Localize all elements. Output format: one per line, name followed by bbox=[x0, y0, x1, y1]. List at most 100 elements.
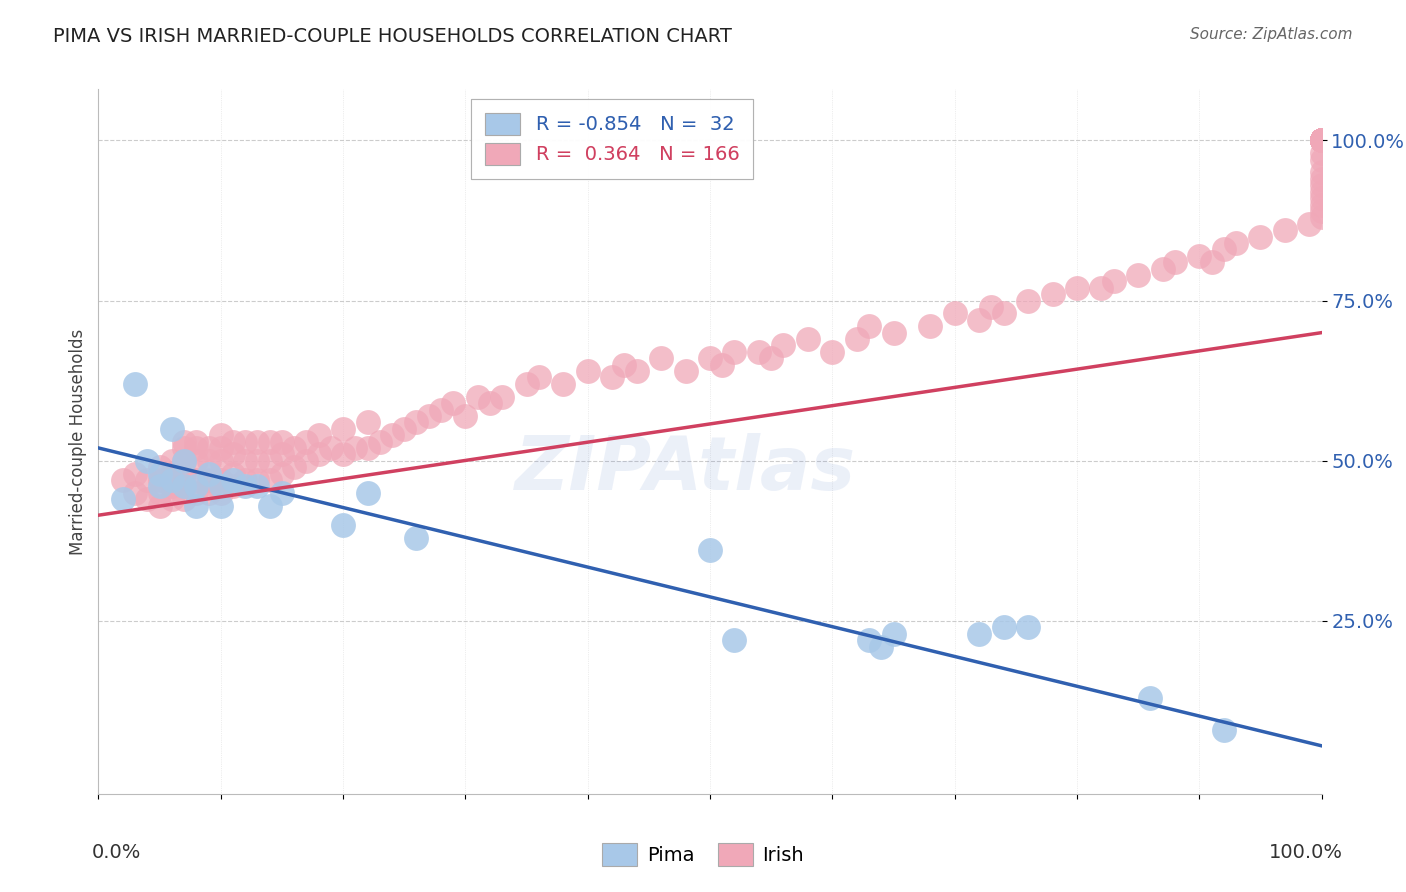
Point bbox=[1310, 133, 1333, 147]
Point bbox=[1310, 133, 1333, 147]
Point bbox=[1310, 133, 1333, 147]
Point bbox=[454, 409, 477, 423]
Point bbox=[943, 306, 966, 320]
Point bbox=[1310, 133, 1333, 147]
Point bbox=[441, 396, 464, 410]
Point bbox=[1310, 133, 1333, 147]
Point bbox=[149, 499, 172, 513]
Point bbox=[233, 479, 256, 493]
Point bbox=[576, 364, 599, 378]
Point bbox=[699, 543, 721, 558]
Point bbox=[1310, 133, 1333, 147]
Point bbox=[1017, 293, 1039, 308]
Point bbox=[136, 473, 159, 487]
Point bbox=[160, 473, 183, 487]
Point bbox=[246, 479, 269, 493]
Point bbox=[149, 479, 172, 493]
Point bbox=[186, 473, 208, 487]
Point bbox=[186, 434, 208, 449]
Point bbox=[1201, 255, 1223, 269]
Point bbox=[797, 332, 820, 346]
Point bbox=[295, 454, 318, 468]
Text: 100.0%: 100.0% bbox=[1268, 843, 1343, 862]
Point bbox=[1310, 133, 1333, 147]
Point bbox=[197, 441, 219, 455]
Point bbox=[283, 460, 305, 475]
Point bbox=[186, 454, 208, 468]
Point bbox=[858, 319, 880, 334]
Point bbox=[723, 344, 745, 359]
Point bbox=[209, 485, 232, 500]
Point bbox=[1212, 243, 1234, 257]
Point bbox=[870, 640, 893, 654]
Point bbox=[1310, 133, 1333, 147]
Point bbox=[858, 633, 880, 648]
Point bbox=[1310, 133, 1333, 147]
Legend: R = -0.854   N =  32, R =  0.364   N = 166: R = -0.854 N = 32, R = 0.364 N = 166 bbox=[471, 99, 754, 178]
Point bbox=[405, 415, 427, 429]
Point bbox=[173, 441, 195, 455]
Point bbox=[259, 454, 281, 468]
Point bbox=[1310, 146, 1333, 161]
Point bbox=[1310, 133, 1333, 147]
Point bbox=[1310, 133, 1333, 147]
Point bbox=[222, 467, 245, 481]
Point bbox=[980, 300, 1002, 314]
Point bbox=[1310, 133, 1333, 147]
Point bbox=[1017, 620, 1039, 634]
Point bbox=[491, 390, 513, 404]
Point bbox=[209, 428, 232, 442]
Point bbox=[1310, 211, 1333, 225]
Text: PIMA VS IRISH MARRIED-COUPLE HOUSEHOLDS CORRELATION CHART: PIMA VS IRISH MARRIED-COUPLE HOUSEHOLDS … bbox=[53, 27, 733, 45]
Point bbox=[149, 473, 172, 487]
Point bbox=[1310, 133, 1333, 147]
Point bbox=[160, 479, 183, 493]
Point bbox=[1310, 133, 1333, 147]
Point bbox=[1310, 133, 1333, 147]
Point bbox=[1310, 133, 1333, 147]
Point bbox=[1310, 133, 1333, 147]
Point bbox=[186, 441, 208, 455]
Point bbox=[259, 499, 281, 513]
Point bbox=[1164, 255, 1187, 269]
Point bbox=[723, 633, 745, 648]
Point bbox=[295, 434, 318, 449]
Text: 0.0%: 0.0% bbox=[91, 843, 141, 862]
Point bbox=[173, 467, 195, 481]
Point bbox=[1310, 133, 1333, 147]
Point bbox=[233, 454, 256, 468]
Point bbox=[1310, 133, 1333, 147]
Point bbox=[1310, 133, 1333, 147]
Point bbox=[173, 492, 195, 507]
Point bbox=[1310, 133, 1333, 147]
Point bbox=[1310, 133, 1333, 147]
Point bbox=[149, 485, 172, 500]
Point bbox=[173, 454, 195, 468]
Point bbox=[233, 473, 256, 487]
Point bbox=[1310, 133, 1333, 147]
Point bbox=[1310, 197, 1333, 211]
Point bbox=[1274, 223, 1296, 237]
Point bbox=[368, 434, 391, 449]
Point bbox=[1298, 217, 1320, 231]
Point bbox=[270, 434, 294, 449]
Point bbox=[993, 620, 1015, 634]
Point bbox=[160, 454, 183, 468]
Point bbox=[197, 473, 219, 487]
Point bbox=[1310, 133, 1333, 147]
Point bbox=[111, 473, 134, 487]
Point bbox=[124, 485, 146, 500]
Point bbox=[186, 499, 208, 513]
Point bbox=[186, 479, 208, 493]
Point bbox=[699, 351, 721, 366]
Point bbox=[478, 396, 501, 410]
Point bbox=[1310, 165, 1333, 179]
Point bbox=[1310, 178, 1333, 193]
Point bbox=[650, 351, 672, 366]
Point bbox=[527, 370, 550, 384]
Point bbox=[1310, 133, 1333, 147]
Point bbox=[883, 626, 905, 640]
Point bbox=[197, 485, 219, 500]
Point bbox=[124, 467, 146, 481]
Point bbox=[209, 499, 232, 513]
